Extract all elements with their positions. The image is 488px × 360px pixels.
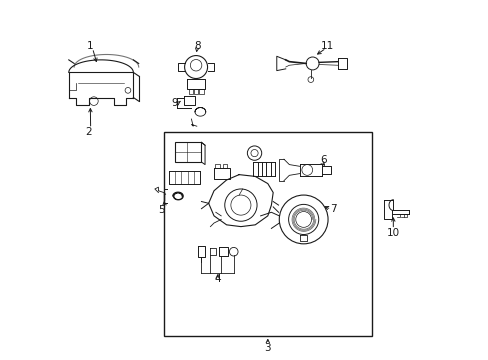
Text: 1: 1 — [87, 41, 93, 50]
Text: 4: 4 — [214, 274, 221, 284]
Text: 3: 3 — [264, 343, 270, 353]
Text: 5: 5 — [158, 206, 164, 216]
Text: 10: 10 — [386, 228, 399, 238]
Text: 11: 11 — [320, 41, 333, 50]
Text: 8: 8 — [193, 41, 200, 50]
Bar — [163, 132, 371, 336]
Bar — [174, 142, 201, 162]
Text: 6: 6 — [320, 155, 326, 165]
Text: 2: 2 — [85, 127, 92, 136]
Text: 9: 9 — [171, 98, 178, 108]
Text: 7: 7 — [329, 204, 336, 214]
